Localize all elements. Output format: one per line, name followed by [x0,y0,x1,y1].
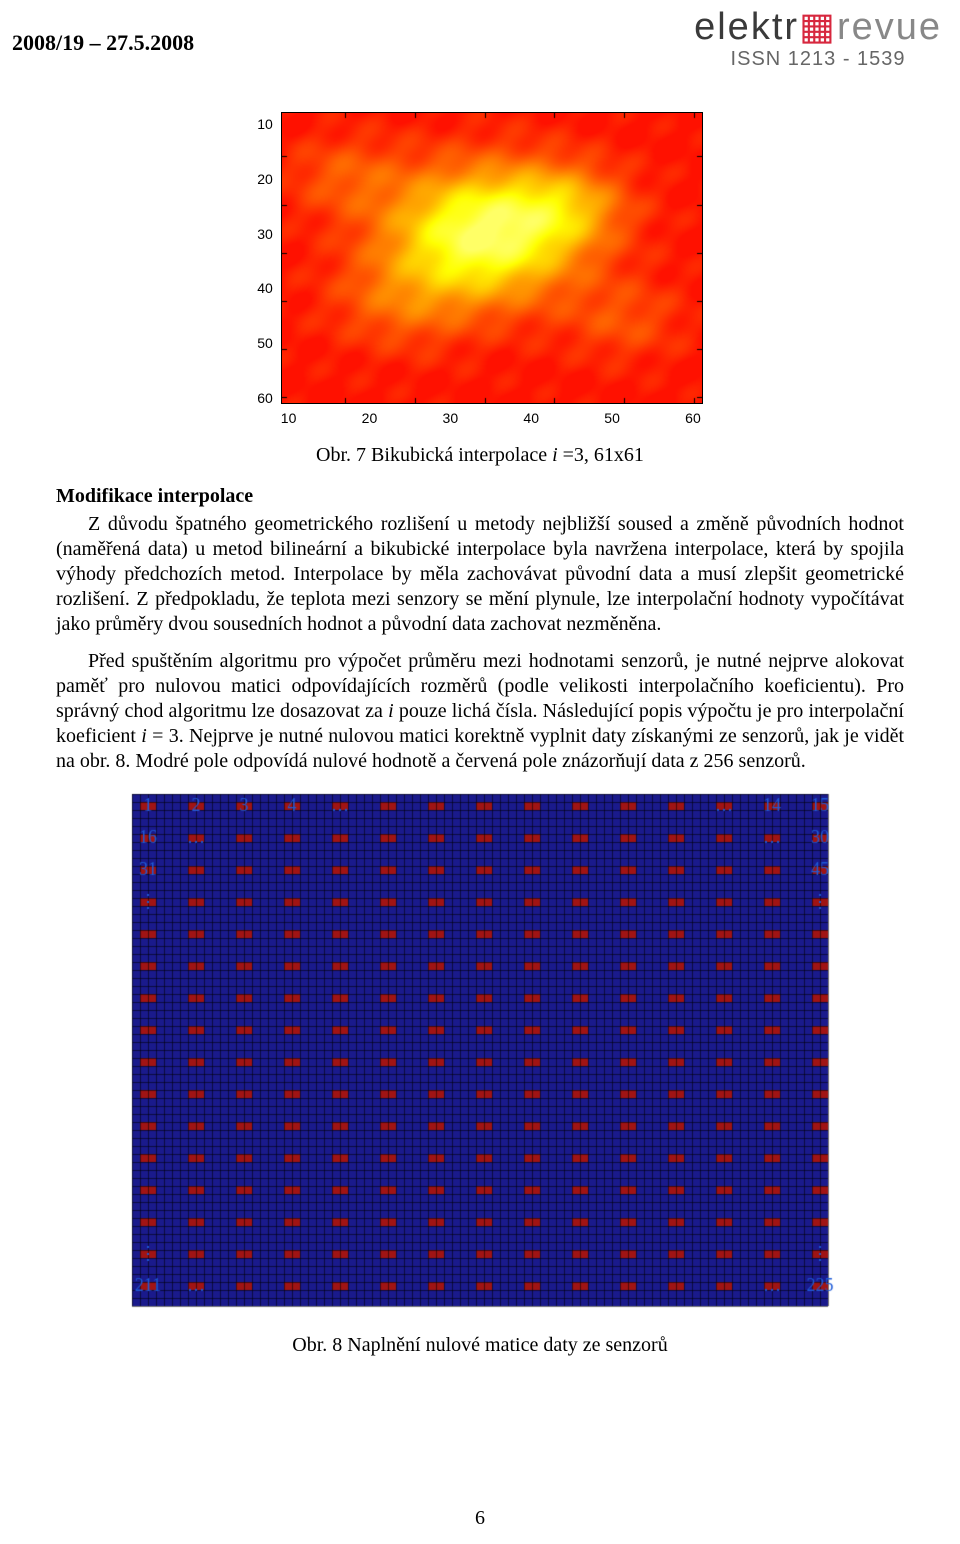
page: 2008/19 – 27.5.2008 elektr▦revue ISSN 12… [0,0,960,1544]
section-heading: Modifikace interpolace [56,485,904,508]
issn: ISSN 1213 - 1539 [694,48,942,71]
paragraph-1: Z důvodu špatného geometrického rozlišen… [56,512,904,637]
logo-part-revue: revue [837,6,942,48]
header-logo-block: elektr▦revue ISSN 1213 - 1539 [694,8,942,71]
figure-8-caption: Obr. 8 Naplnění nulové matice daty ze se… [56,1334,904,1357]
logo-part-elektr: elektr [694,6,799,48]
figure-7-xticks: 102030405060 [281,404,701,426]
figure-7-caption: Obr. 7 Bikubická interpolace i =3, 61x61 [56,444,904,467]
figure-7-caption-pre: Obr. 7 Bikubická interpolace [316,444,552,466]
page-number: 6 [0,1507,960,1530]
figure-8 [56,792,904,1312]
paragraph-2-c: = 3. Nejprve je nutné nulovou matici kor… [56,725,904,772]
logo-chip-icon: ▦ [799,6,837,48]
figure-7: 102030405060 102030405060 [56,112,904,426]
figure-7-heatmap [281,112,703,404]
paragraph-2: Před spuštěním algoritmu pro výpočet prů… [56,649,904,774]
header-issue-date: 2008/19 – 27.5.2008 [12,30,194,56]
figure-7-caption-post: =3, 61x61 [558,444,644,466]
logo: elektr▦revue [694,8,942,46]
figure-8-matrix [56,792,904,1312]
figure-7-yticks: 102030405060 [257,112,281,406]
